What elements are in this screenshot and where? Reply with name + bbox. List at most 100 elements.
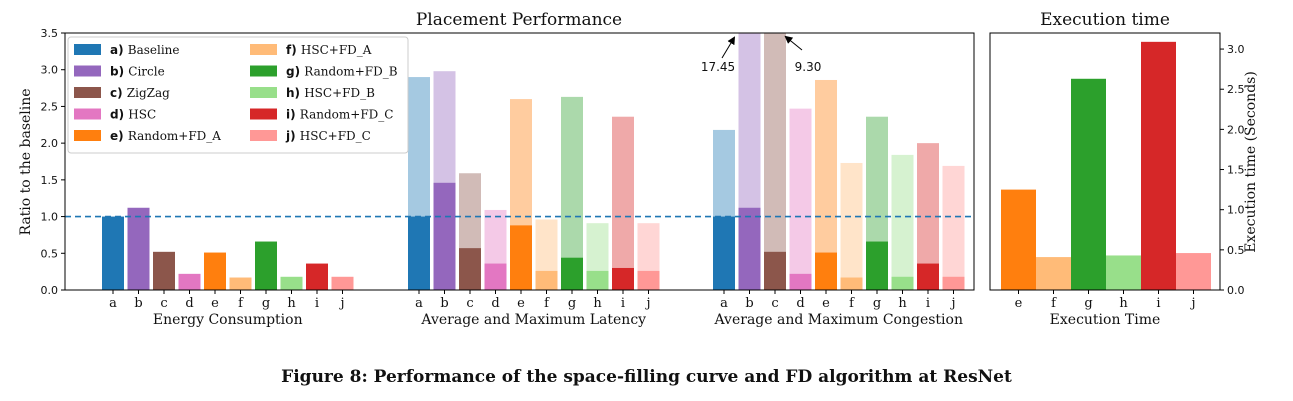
legend-box [67, 36, 409, 154]
x-tick-label-j: j [949, 296, 955, 311]
x-tick-label-f: f [238, 296, 244, 311]
y-tick-label-right: 3.0 [1227, 43, 1245, 56]
bar-d [178, 273, 201, 290]
group-label: Average and Maximum Congestion [714, 312, 963, 328]
y-axis-label-right: Execution time (Seconds) [1243, 71, 1259, 253]
x-tick-label-a: a [109, 296, 117, 311]
exec-bar-h [1106, 255, 1141, 290]
bar-maximum-d [789, 108, 812, 290]
y-tick-label: 2.5 [41, 100, 59, 113]
bar-f [229, 277, 252, 290]
x-tick-label-d: d [796, 296, 804, 311]
legend-label-c: c) ZigZag [110, 86, 170, 100]
x-tick-label-h: h [593, 296, 602, 311]
bar-average-a [713, 216, 735, 290]
x-tick-label-i: i [621, 296, 625, 311]
figure-caption: Figure 8: Performance of the space-filli… [281, 367, 1012, 387]
legend-label-g: g) Random+FD_B [286, 65, 398, 79]
legend: a) Baseline b) Circle c) ZigZag d) HSC e) Ra… [67, 36, 409, 154]
x-tick-label-e: e [211, 296, 219, 311]
annotations: 17.45 9.30 [701, 35, 821, 74]
group-labels: Energy Consumption Average and Maximum La… [153, 312, 963, 328]
x-tick-label-g: g [262, 296, 270, 311]
legend-swatch-g [250, 65, 277, 77]
x-tick-label-g: g [568, 296, 576, 311]
y-tick-label-right: 1.0 [1227, 204, 1245, 217]
legend-swatch-c [74, 87, 101, 98]
x-tick-label-b: b [745, 296, 753, 311]
legend-swatch-e [74, 130, 101, 141]
annotation-label: 17.45 [701, 60, 735, 74]
y-axis-ticks-right: 0.0 0.5 1.0 1.5 2.0 2.5 3.0 [1220, 43, 1245, 297]
y-axis-label: Ratio to the baseline [18, 88, 34, 235]
x-tick-label-e: e [517, 296, 525, 311]
x-tick-label-f: f [544, 296, 550, 311]
bar-a [102, 216, 124, 290]
bar-average-b [738, 207, 761, 290]
x-tick-label-b: b [134, 296, 142, 311]
execution-time-panel: Execution time Execution time (Seconds) … [989, 10, 1259, 328]
figure: Placement Performance Ratio to the basel… [18, 10, 1259, 328]
bar-maximum-e [815, 79, 837, 290]
bar-maximum-h [891, 154, 914, 290]
bar-b [127, 207, 150, 290]
x-tick-label-j: j [338, 296, 344, 311]
y-tick-label: 1.5 [41, 174, 59, 187]
legend-swatch-i [250, 108, 277, 120]
bars [102, 33, 965, 290]
bar-average-h [586, 270, 609, 290]
group-label: Average and Maximum Latency [420, 312, 646, 328]
legend-label-f: f) HSC+FD_A [286, 43, 372, 57]
bar-j [331, 276, 354, 290]
legend-swatch-j [250, 130, 277, 141]
legend-label-i: i) Random+FD_C [286, 108, 393, 122]
exec-bar-i [1141, 41, 1176, 290]
bar-average-d [484, 263, 507, 290]
legend-label-e: e) Random+FD_A [110, 129, 221, 143]
x-tick-label-h: h [898, 296, 907, 311]
y-tick-label-right: 2.0 [1227, 123, 1245, 136]
bar-average-f [535, 270, 558, 290]
chart-title: Placement Performance [416, 10, 622, 30]
y-tick-label: 3.5 [41, 27, 59, 40]
bar-c [153, 251, 175, 290]
x-tick-label-right-i: i [1156, 296, 1160, 311]
x-tick-label-right-j: j [1189, 296, 1195, 311]
legend-swatch-h [250, 87, 277, 98]
exec-bar-j [1176, 253, 1211, 290]
bar-maximum-c [764, 33, 786, 290]
plot-frame [64, 32, 975, 291]
bar-average-c [459, 248, 481, 290]
exec-bar-g [1071, 78, 1106, 290]
y-tick-label-right: 2.5 [1227, 83, 1245, 96]
legend-label-a: a) Baseline [110, 43, 180, 57]
legend-label-b: b) Circle [110, 65, 165, 79]
bar-average-a [408, 216, 430, 290]
x-tick-label-c: c [466, 296, 473, 311]
plot-frame-right [989, 32, 1221, 291]
bar-average-g [561, 257, 583, 290]
x-tick-label-b: b [440, 296, 448, 311]
exec-bar-f [1036, 257, 1071, 290]
bar-average-e [510, 225, 532, 290]
y-tick-label: 2.0 [41, 137, 59, 150]
bar-maximum-f [840, 162, 863, 290]
x-axis-label-right: Execution Time [1050, 312, 1161, 328]
x-tick-label-c: c [160, 296, 167, 311]
bar-average-j [942, 276, 965, 290]
bar-h [280, 276, 303, 290]
placement-performance-panel: Placement Performance Ratio to the basel… [18, 10, 975, 328]
y-tick-label-right: 1.5 [1227, 164, 1245, 177]
x-tick-label-h: h [287, 296, 296, 311]
exec-bar-e [1001, 189, 1036, 290]
x-tick-label-j: j [644, 296, 650, 311]
y-tick-label-right: 0.5 [1227, 244, 1245, 257]
legend-label-h: h) HSC+FD_B [286, 86, 375, 100]
legend-swatch-f [250, 44, 277, 55]
bar-i [306, 263, 328, 290]
bars-right [1001, 41, 1211, 290]
legend-swatch-a [74, 44, 101, 55]
y-axis-ticks: 0.0 0.5 1.0 1.5 2.0 2.5 3.0 3.5 [41, 27, 65, 297]
annotation-arrow [784, 35, 803, 51]
